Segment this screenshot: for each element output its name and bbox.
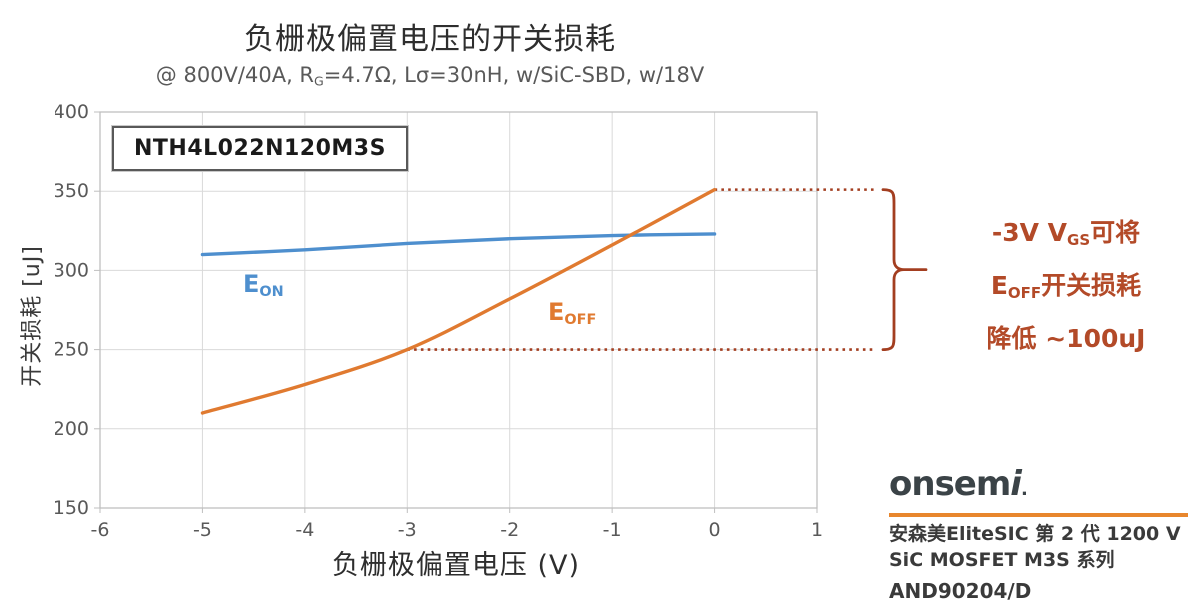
annotation-line1-sub: GS bbox=[1067, 231, 1091, 250]
x-tick-label: -3 bbox=[398, 519, 417, 541]
doc-number: AND90204/D bbox=[889, 579, 1032, 603]
product-line-2: SiC MOSFET M3S 系列 bbox=[889, 549, 1115, 571]
x-tick-label: 1 bbox=[811, 519, 823, 541]
branding-block: onsemi. 安森美EliteSIC 第 2 代 1200 V SiC MOS… bbox=[889, 462, 1194, 603]
logo-text-i: i bbox=[1010, 464, 1022, 504]
x-tick-label: 0 bbox=[709, 519, 721, 541]
y-tick-label: 250 bbox=[55, 339, 89, 361]
annotation-line-2: EOFF开关损耗 bbox=[940, 263, 1192, 316]
series-curve-EON bbox=[200, 232, 717, 257]
eoff-label-sub: OFF bbox=[564, 312, 597, 329]
annotation-line2-post: 开关损耗 bbox=[1041, 271, 1142, 301]
eon-curve-label: EON bbox=[243, 270, 284, 300]
annotation-line-3: 降低 ~100uJ bbox=[986, 324, 1146, 354]
logo-trademark-dot: . bbox=[1020, 479, 1028, 500]
x-axis-title: 负栅极偏置电压 (V) bbox=[331, 550, 581, 581]
y-tick-label: 400 bbox=[55, 101, 89, 123]
product-line-1: 安森美EliteSIC 第 2 代 1200 V bbox=[889, 523, 1181, 545]
x-tick-label: -2 bbox=[500, 519, 519, 541]
annotation-line2-pre: E bbox=[990, 271, 1008, 301]
y-axis-title: 开关损耗 [uJ] bbox=[20, 245, 45, 387]
brace bbox=[881, 188, 928, 351]
product-lines: 安森美EliteSIC 第 2 代 1200 V SiC MOSFET M3S … bbox=[889, 521, 1194, 573]
subtitle-post: =4.7Ω, Lσ=30nH, w/SiC-SBD, w/18V bbox=[323, 63, 705, 87]
y-tick-label: 150 bbox=[55, 497, 89, 519]
series-curve-EOFF bbox=[200, 187, 717, 415]
plot-svg: -6 -5 -4 -3 -2 -1 0 1 150 200 250 300 350 400 bbox=[55, 101, 928, 541]
annotation-line2-sub: OFF bbox=[1007, 284, 1042, 303]
plot-border bbox=[99, 111, 818, 509]
chart-header: 负栅极偏置电压的开关损耗 @ 800V/40A, RG=4.7Ω, Lσ=30n… bbox=[70, 14, 790, 89]
logo-underline bbox=[889, 513, 1188, 517]
subtitle-pre: @ 800V/40A, R bbox=[155, 63, 315, 87]
eon-label-main: E bbox=[243, 270, 260, 298]
eoff-curve-label: EOFF bbox=[548, 298, 596, 328]
x-tick-label: -5 bbox=[193, 519, 212, 541]
eoff-label-main: E bbox=[548, 298, 565, 326]
x-tick-label: -6 bbox=[91, 519, 110, 541]
annotation: -3V VGS可将 EOFF开关损耗 降低 ~100uJ bbox=[940, 210, 1192, 361]
chart-subtitle: @ 800V/40A, RG=4.7Ω, Lσ=30nH, w/SiC-SBD,… bbox=[70, 63, 790, 89]
subtitle-subscript: G bbox=[314, 73, 324, 89]
annotation-line1-post: 可将 bbox=[1090, 218, 1141, 247]
y-tick-label: 300 bbox=[55, 259, 89, 281]
onsemi-logo: onsemi. bbox=[889, 462, 1194, 512]
y-tick-label: 350 bbox=[55, 180, 89, 202]
annotation-line-1: -3V VGS可将 bbox=[940, 210, 1192, 263]
annotation-line1-pre: -3V V bbox=[991, 218, 1068, 247]
logo-text-main: onsem bbox=[889, 464, 1011, 504]
y-tick-label: 200 bbox=[55, 418, 89, 440]
x-tick-label: -1 bbox=[603, 519, 622, 541]
chart-title: 负栅极偏置电压的开关损耗 bbox=[244, 22, 616, 57]
x-tick-label: -4 bbox=[295, 519, 314, 541]
eon-label-sub: ON bbox=[259, 284, 284, 301]
device-label-box: NTH4L022N120M3S bbox=[112, 126, 408, 171]
